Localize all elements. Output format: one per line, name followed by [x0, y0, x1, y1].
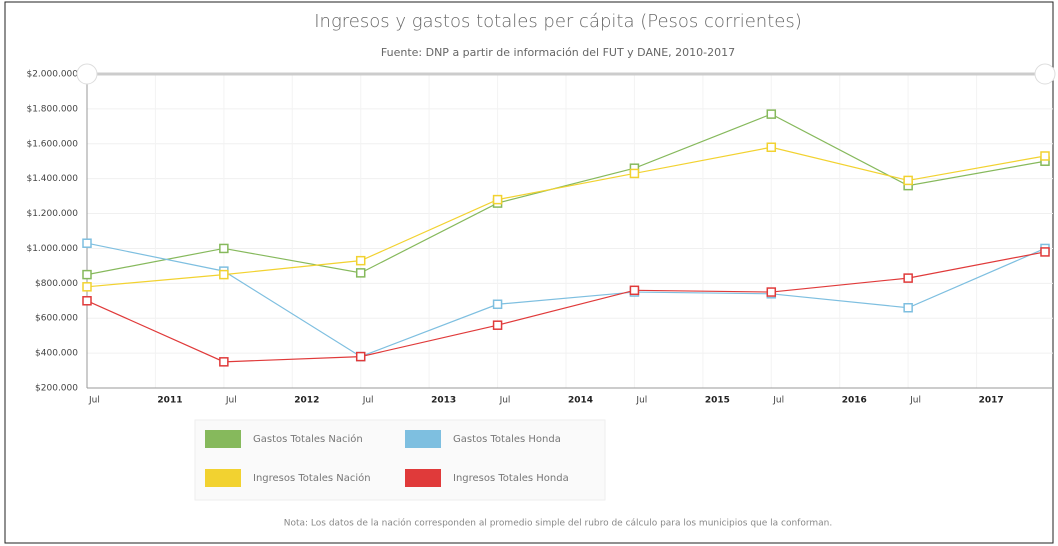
point-marker [82, 296, 92, 306]
point-marker [219, 243, 229, 254]
y-tick-label: $2.000.000 [26, 70, 78, 80]
x-tick-label: 2015 [705, 396, 730, 406]
x-tick-label: 2012 [294, 396, 319, 406]
point-marker [82, 282, 92, 292]
point-marker [492, 194, 503, 205]
series-line [86, 113, 1046, 276]
point-marker [766, 287, 777, 297]
legend-label: Gastos Totales Honda [453, 434, 561, 445]
point-marker [355, 268, 366, 278]
x-tick-label: Jul [362, 396, 374, 406]
point-marker [1040, 247, 1050, 257]
x-tick-label: 2014 [568, 396, 593, 406]
note: Nota: Los datos de la nación corresponde… [284, 518, 833, 529]
x-tick-label: Jul [88, 396, 100, 406]
legend-swatch [405, 469, 441, 487]
x-tick-label: 2016 [842, 396, 867, 406]
x-tick-label: Jul [909, 396, 921, 406]
y-tick-label: $600.000 [35, 314, 78, 324]
y-tick-label: $400.000 [35, 349, 78, 359]
legend-label: Ingresos Totales Nación [253, 472, 371, 484]
point-marker [219, 357, 229, 367]
point-marker [82, 269, 92, 280]
chart-subtitle: Fuente: DNP a partir de información del … [381, 46, 735, 59]
legend-label: Ingresos Totales Honda [453, 473, 569, 484]
point-marker [629, 285, 640, 296]
y-tick-label: $1.400.000 [26, 174, 78, 184]
y-tick-label: $1.200.000 [26, 209, 78, 219]
chart-title: Ingresos y gastos totales per cápita (Pe… [314, 11, 802, 32]
x-tick-label: 2011 [157, 396, 182, 406]
scroll-handle [76, 63, 98, 85]
point-marker [355, 351, 366, 362]
x-tick-label: Jul [772, 396, 784, 406]
y-tick-label: $800.000 [35, 279, 78, 289]
x-tick-label: Jul [635, 396, 647, 406]
y-tick-label: $1.000.000 [26, 244, 78, 254]
x-tick-label: 2017 [979, 396, 1004, 406]
point-marker [903, 303, 913, 313]
point-marker [492, 299, 503, 310]
series-line [86, 146, 1046, 288]
point-marker [492, 320, 503, 330]
x-tick-label: Jul [499, 396, 511, 406]
point-marker [766, 109, 777, 119]
point-marker [766, 142, 777, 153]
legend-label: Gastos Totales Nación [253, 433, 363, 445]
y-tick-label: $200.000 [35, 384, 78, 394]
point-marker [82, 238, 92, 248]
point-marker [903, 175, 913, 186]
point-marker [219, 269, 229, 280]
legend-box [194, 419, 606, 501]
point-marker [629, 168, 640, 179]
x-tick-label: 2013 [431, 396, 456, 406]
point-marker [903, 273, 913, 283]
series-line [86, 251, 1046, 363]
legend-swatch [205, 430, 241, 448]
point-marker [355, 255, 366, 266]
y-tick-label: $1.600.000 [26, 139, 78, 149]
point-marker [1040, 151, 1050, 161]
series-line [86, 242, 1046, 358]
y-tick-label: $1.800.000 [26, 104, 78, 114]
legend-swatch [405, 430, 441, 448]
x-tick-label: Jul [225, 396, 237, 406]
legend-swatch [205, 469, 241, 487]
scroll-handle [1034, 63, 1056, 85]
